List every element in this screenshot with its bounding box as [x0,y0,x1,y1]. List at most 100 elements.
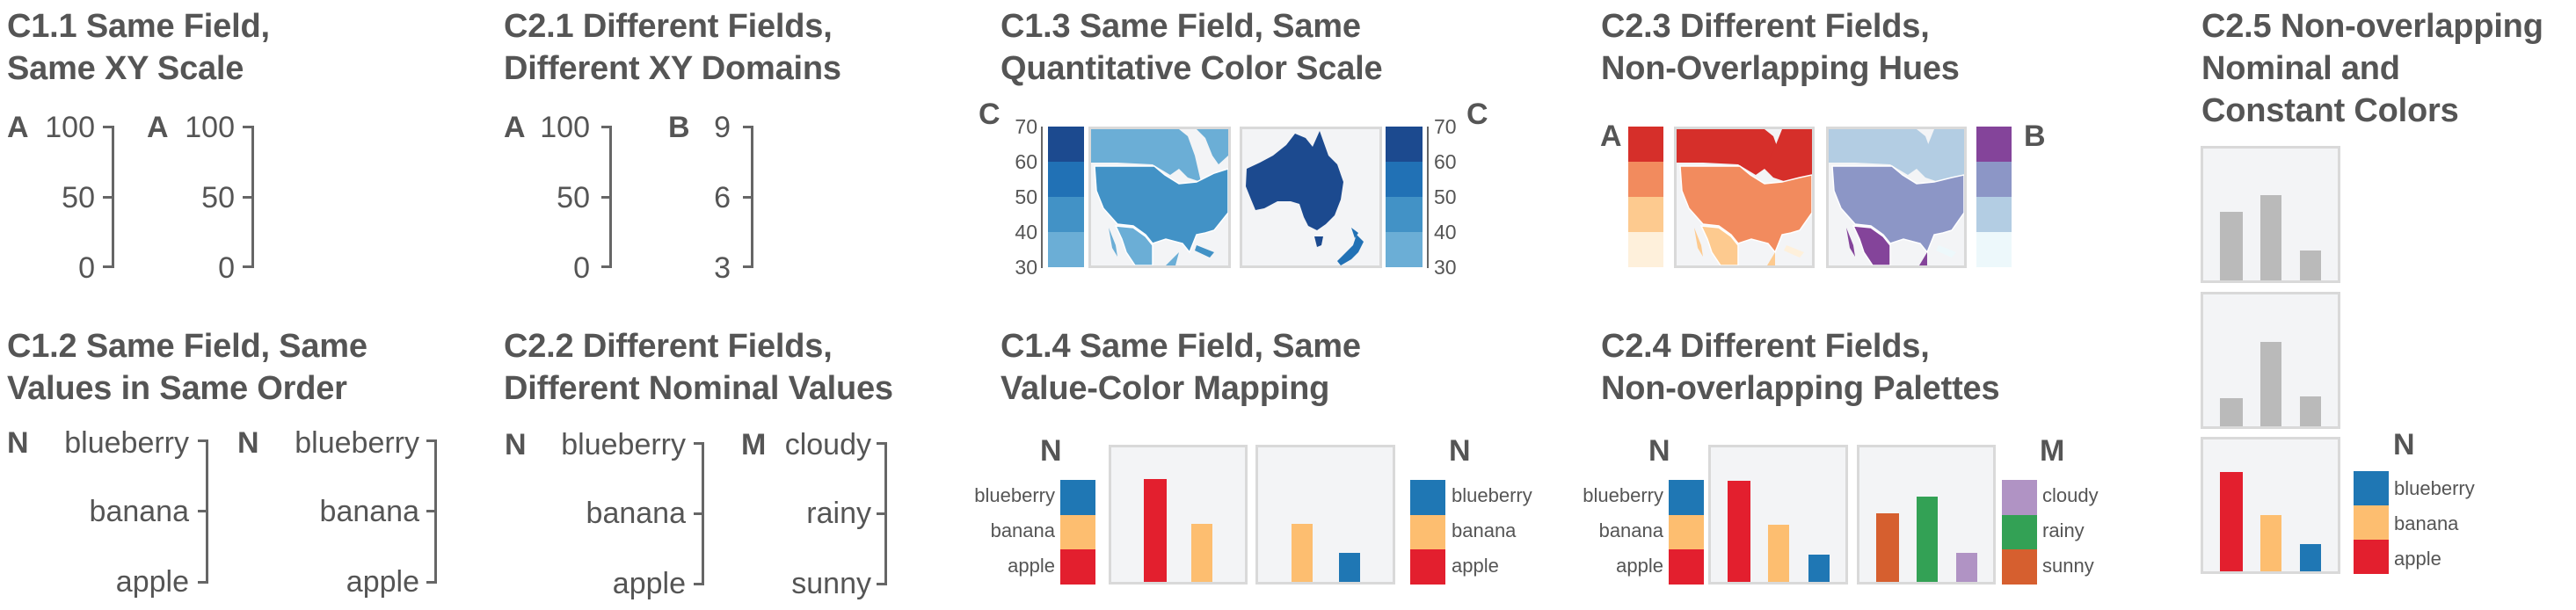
color-swatch [1976,127,2012,162]
tick-label: 100 [540,111,590,144]
axis-tick [103,126,113,128]
field-label: A [7,111,29,144]
tick-label: 50 [557,181,590,214]
bar-blueberry [1808,555,1830,582]
bar-chart-c2-4-right [1857,445,1996,585]
color-swatch-banana [1669,515,1704,549]
legend-label: apple [1008,555,1055,577]
tick-label: rainy [806,497,871,530]
axis-tick [243,126,253,128]
title-line: C2.5 Non-overlapping [2201,8,2543,45]
tick-label: 6 [714,181,731,214]
color-swatch-cloudy [2002,480,2037,515]
panel-c1-2-title: C1.2 Same Field, Same Values in Same Ord… [7,325,367,410]
color-swatch [1628,162,1663,197]
tick-label: apple [115,565,189,599]
color-swatch-blueberry [1060,480,1095,515]
bar-blueberry [1339,553,1360,582]
panel-c2-3-title: C2.3 Different Fields, Non-Overlapping H… [1601,5,1960,90]
color-swatch [1976,232,2012,267]
panel-c2-5-title: C2.5 Non-overlapping Nominal and Constan… [2201,5,2543,132]
tick-label: 70 [1015,115,1037,138]
tick-label: apple [612,567,686,600]
color-swatch [1386,127,1423,162]
bar-sunny [1876,513,1899,582]
color-swatch-banana [1410,515,1445,549]
axis-tick [694,512,703,515]
axis-line [1427,127,1429,268]
map-north-america-field-b [1826,127,1967,268]
tick-label: blueberry [561,428,686,461]
tick-label: 0 [218,251,235,285]
title-line: C2.4 Different Fields, [1601,328,1930,365]
legend-label: sunny [2042,555,2094,577]
title-line: Same XY Scale [7,50,244,87]
field-label: C [1466,98,1488,131]
panel-c1-3-title: C1.3 Same Field, Same Quantitative Color… [1001,5,1383,90]
axis-tick [694,583,703,585]
tick-label: blueberry [64,426,189,460]
legend-label: banana [1598,519,1663,541]
legend-label: cloudy [2042,484,2099,506]
title-line: Different Nominal Values [504,370,893,407]
north-america-map-icon [1677,129,1812,265]
field-label: N [1648,434,1670,468]
title-line: C1.3 Same Field, Same [1001,8,1361,45]
map-north-america [1088,127,1231,268]
legend-label: rainy [2042,519,2085,541]
bar-constant-gray [2260,195,2281,280]
tick-label: 100 [45,111,95,144]
title-line: Value-Color Mapping [1001,370,1330,407]
axis-tick [601,196,611,199]
axis-line [1041,127,1043,268]
tick-label: 70 [1434,115,1457,138]
axis-tick [743,265,753,268]
bar-chart-c1-4-right [1255,445,1395,585]
field-label: N [1449,434,1471,468]
field-label: N [2393,428,2415,461]
bar-banana [1768,525,1789,582]
field-label: M [2040,434,2065,468]
map-north-america-field-a [1674,127,1815,268]
axis-tick [243,265,253,268]
color-swatch [1386,232,1423,267]
title-line: C2.3 Different Fields, [1601,8,1930,45]
title-line: Non-overlapping Palettes [1601,370,2000,407]
legend-label: blueberry [2394,477,2475,499]
color-swatch-rainy [2002,515,2037,549]
tick-label: 40 [1434,221,1457,243]
tick-label: 50 [201,181,235,214]
color-swatch-blueberry [2354,471,2389,505]
color-swatch [1628,232,1663,267]
color-swatch-apple [2354,540,2389,574]
axis-tick [198,510,207,512]
color-swatch-blueberry [1669,480,1704,515]
title-line: Constant Colors [2201,92,2459,129]
title-line: C1.4 Same Field, Same [1001,328,1361,365]
tick-label: 60 [1015,150,1037,173]
color-swatch [1976,162,2012,197]
color-swatch [1628,197,1663,232]
color-swatch [1048,162,1084,197]
color-swatch-apple [1060,549,1095,585]
color-swatch [1048,232,1084,267]
field-label: B [668,111,690,144]
color-swatch-sunny [2002,549,2037,585]
australia-map-icon [1246,131,1364,265]
axis-tick [243,196,253,199]
tick-label: 50 [62,181,95,214]
bar-constant-gray [2260,342,2281,426]
tick-label: 0 [573,251,590,285]
bar-constant-gray [2300,251,2321,280]
color-swatch [1976,197,2012,232]
color-swatch-banana [1060,515,1095,549]
panel-c2-1-title: C2.1 Different Fields, Different XY Doma… [504,5,841,90]
axis-tick [877,583,886,585]
bar-chart-c1-4-left [1109,445,1248,585]
bar-constant-gray [2300,396,2321,426]
bar-banana [2260,515,2281,571]
bar-chart-c2-4-left [1708,445,1848,585]
field-label: N [7,426,29,460]
title-line: C2.2 Different Fields, [504,328,833,365]
panel-c2-4-title: C2.4 Different Fields, Non-overlapping P… [1601,325,2000,410]
